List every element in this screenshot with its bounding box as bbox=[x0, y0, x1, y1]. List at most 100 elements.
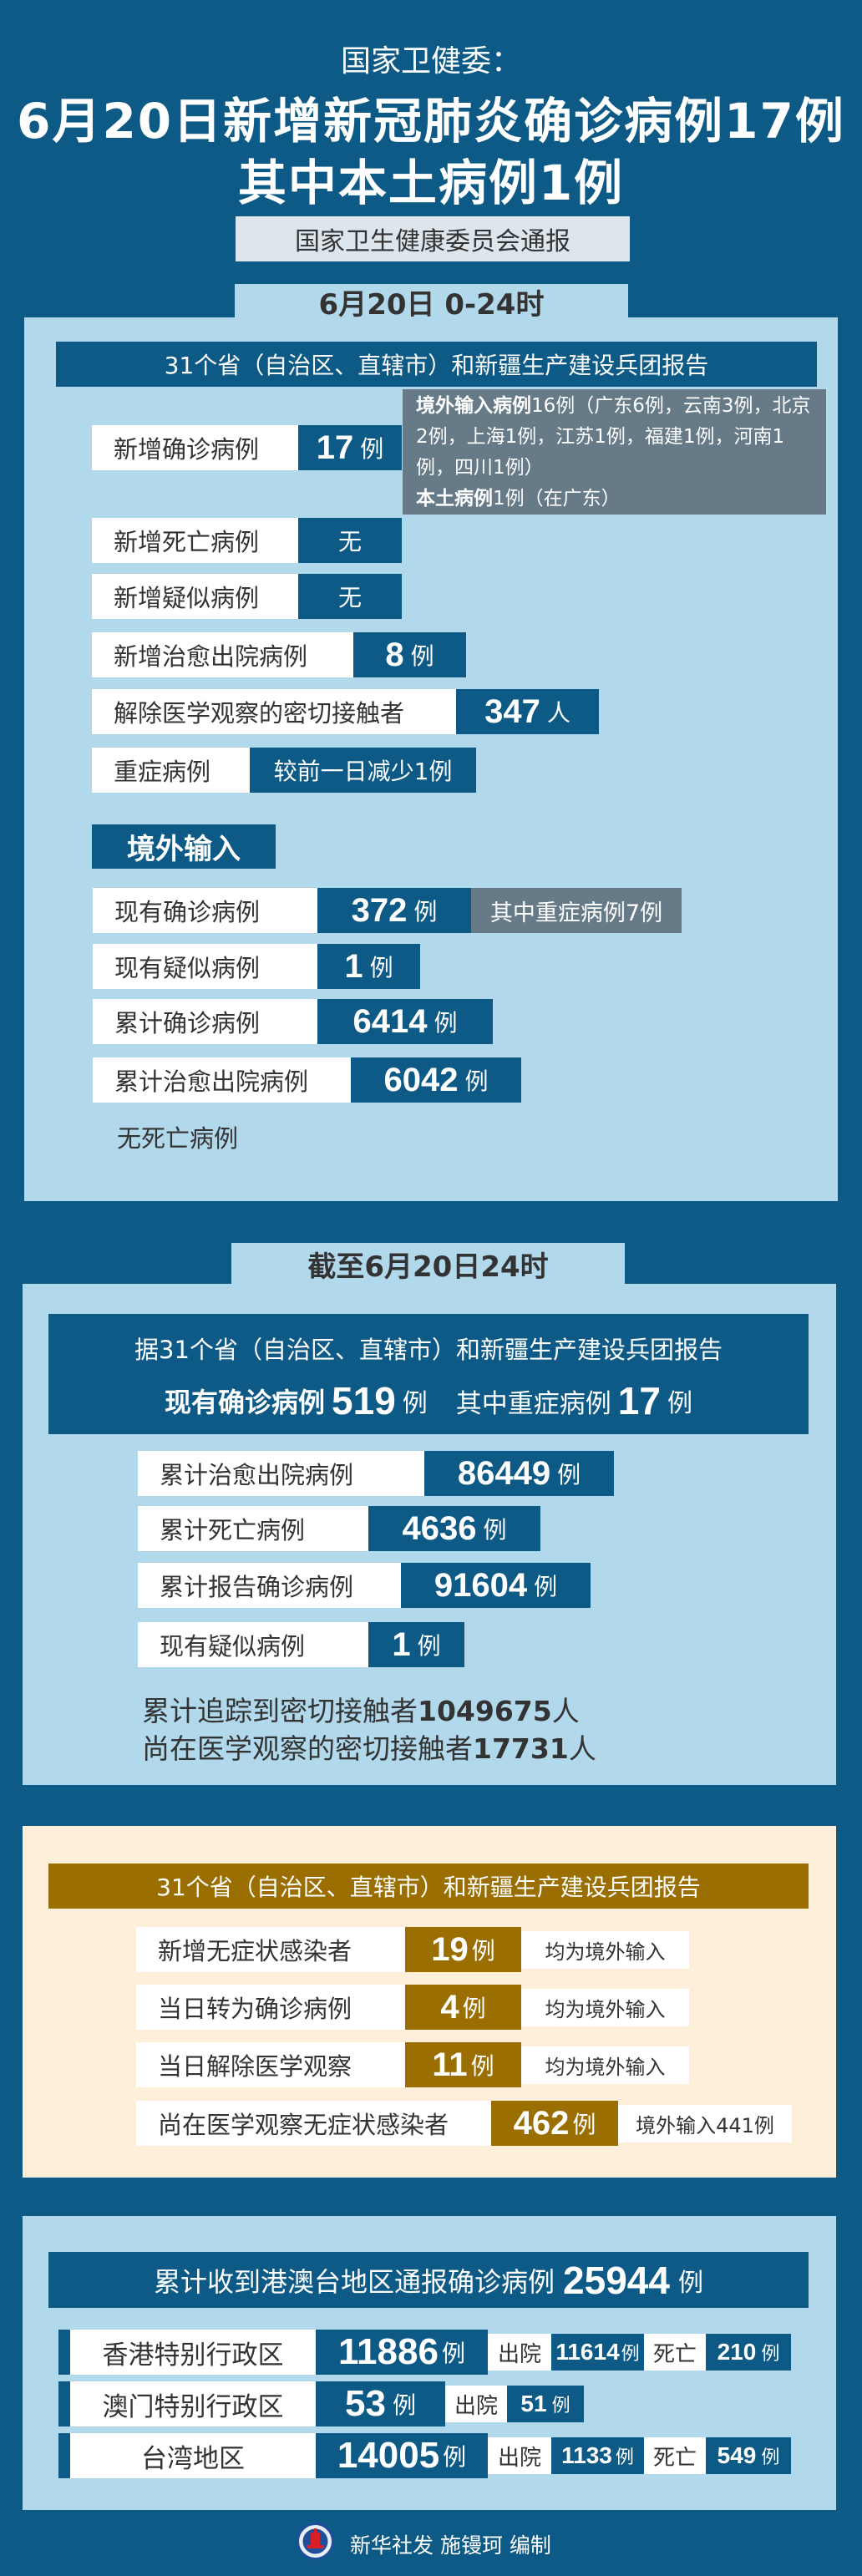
stat-value: 1 bbox=[392, 1625, 411, 1663]
stat-label: 累计治愈出院病例 bbox=[138, 1451, 424, 1496]
stat-label: 累计报告确诊病例 bbox=[138, 1563, 401, 1608]
stat-label: 现有确诊病例 bbox=[93, 888, 317, 933]
stat-label: 新增无症状感染者 bbox=[136, 1927, 405, 1972]
observed-unit: 人 bbox=[568, 1732, 596, 1765]
stat-value: 1 bbox=[344, 947, 363, 985]
stat-row-new-confirmed: 新增确诊病例 17 例 bbox=[92, 425, 402, 470]
stat-label: 解除医学观察的密切接触者 bbox=[92, 689, 456, 734]
discharged-label: 出院 bbox=[488, 2334, 551, 2371]
deaths-unit: 例 bbox=[761, 2344, 780, 2365]
section2-tab: 截至6月20日24时 bbox=[231, 1243, 625, 1285]
stat-value: 17 bbox=[316, 428, 354, 466]
imported-row-recovered: 累计治愈出院病例 6042 例 bbox=[93, 1057, 521, 1103]
region-row-taiwan: 台湾地区 14005 例 出院 1133 例 死亡 549 例 bbox=[58, 2433, 791, 2478]
region-name: 香港特别行政区 bbox=[70, 2330, 316, 2375]
stat-unit: 例 bbox=[410, 642, 434, 670]
stat-note: 均为境外输入 bbox=[521, 1931, 689, 1969]
stat-value: 无 bbox=[298, 518, 402, 563]
stat-row-severe: 重症病例 较前一日减少1例 bbox=[92, 748, 476, 793]
section2-header: 据31个省（自治区、直辖市）和新疆生产建设兵团报告 现有确诊病例 519 例 其… bbox=[48, 1314, 809, 1434]
stat-unit: 例 bbox=[483, 1516, 507, 1544]
discharged-value: 11614 bbox=[555, 2339, 620, 2365]
deaths-label: 死亡 bbox=[644, 2334, 706, 2371]
region-value: 11886 bbox=[338, 2331, 439, 2372]
imported-label: 境外输入病例 bbox=[416, 395, 531, 417]
region-unit: 例 bbox=[392, 2391, 416, 2419]
stat-unit: 例 bbox=[434, 1009, 458, 1037]
traced-contacts-text: 累计追踪到密切接触者1049675人 bbox=[142, 1689, 580, 1729]
stat-label: 累计死亡病例 bbox=[138, 1506, 368, 1551]
stat-unit: 例 bbox=[360, 435, 384, 463]
imported-heading: 境外输入 bbox=[92, 824, 276, 869]
stat-value: 较前一日减少1例 bbox=[250, 748, 476, 793]
discharged-unit: 例 bbox=[551, 2396, 570, 2416]
stat-value: 4636 bbox=[402, 1509, 477, 1547]
deaths-value: 210 bbox=[717, 2339, 757, 2365]
discharged-label: 出院 bbox=[488, 2437, 551, 2474]
region-value: 53 bbox=[345, 2383, 386, 2424]
stat-label: 当日转为确诊病例 bbox=[136, 1985, 405, 2030]
stat-note: 境外输入441例 bbox=[618, 2105, 792, 2142]
observed-value: 17731 bbox=[473, 1732, 569, 1765]
xinhua-logo-icon bbox=[297, 2523, 334, 2560]
region-row-macao: 澳门特别行政区 53 例 出院 51 例 bbox=[58, 2381, 584, 2426]
stat-value: 19 bbox=[431, 1930, 469, 1968]
stat-label: 新增确诊病例 bbox=[92, 425, 298, 470]
new-cases-breakdown-note: 境外输入病例16例（广东6例，云南3例，北京2例，上海1例，江苏1例，福建1例，… bbox=[403, 389, 826, 515]
region-name: 台湾地区 bbox=[70, 2433, 316, 2478]
discharged-label: 出院 bbox=[445, 2386, 507, 2422]
section2-header-line1: 据31个省（自治区、直辖市）和新疆生产建设兵团报告 bbox=[134, 1336, 723, 1364]
cumulative-row-confirmed: 累计报告确诊病例 91604 例 bbox=[138, 1563, 591, 1608]
observed-contacts-text: 尚在医学观察的密切接触者17731人 bbox=[142, 1727, 596, 1767]
stat-unit: 例 bbox=[557, 1461, 581, 1488]
stat-label: 现有疑似病例 bbox=[93, 944, 317, 989]
page-title-line1: 6月20日新增新冠肺炎确诊病例17例 bbox=[17, 93, 845, 150]
imported-row-current: 现有确诊病例 372 例 其中重症病例7例 bbox=[93, 888, 682, 933]
stat-unit: 例 bbox=[464, 1067, 489, 1095]
stat-value: 91604 bbox=[434, 1566, 528, 1604]
stat-note: 均为境外输入 bbox=[521, 1989, 689, 2026]
stat-row-new-suspected: 新增疑似病例 无 bbox=[92, 574, 402, 619]
stat-label: 当日解除医学观察 bbox=[136, 2042, 405, 2087]
hmt-header-unit: 例 bbox=[677, 2268, 703, 2298]
asymptomatic-header: 31个省（自治区、直辖市）和新疆生产建设兵团报告 bbox=[48, 1864, 809, 1909]
stat-unit: 例 bbox=[572, 2111, 596, 2138]
footer-credit: 新华社发 施镘珂 编制 bbox=[350, 2533, 551, 2558]
stat-label: 现有疑似病例 bbox=[138, 1622, 368, 1667]
discharged-unit: 例 bbox=[621, 2344, 640, 2365]
stat-value: 4 bbox=[440, 1988, 459, 2026]
stat-label: 累计治愈出院病例 bbox=[93, 1057, 351, 1103]
stat-unit: 例 bbox=[369, 954, 393, 981]
current-value: 519 bbox=[332, 1379, 396, 1422]
region-value: 14005 bbox=[337, 2435, 440, 2476]
imported-text: 16例（广东6例，云南3例，北京2例，上海1例，江苏1例，福建1例，河南1例，四… bbox=[416, 395, 811, 479]
stat-value: 347 bbox=[484, 692, 540, 730]
asymptomatic-row-under-observation: 尚在医学观察无症状感染者 462 例 境外输入441例 bbox=[136, 2101, 792, 2146]
region-row-hong-kong: 香港特别行政区 11886 例 出院 11614 例 死亡 210 例 bbox=[58, 2330, 791, 2375]
hmt-header-label: 累计收到港澳台地区通报确诊病例 bbox=[154, 2265, 555, 2298]
region-unit: 例 bbox=[441, 2340, 465, 2367]
stat-row-released-contacts: 解除医学观察的密切接触者 347 人 bbox=[92, 689, 599, 734]
section2-current-summary: 现有确诊病例 519 例 其中重症病例 17 例 bbox=[48, 1377, 809, 1424]
discharged-value: 1133 bbox=[561, 2442, 612, 2468]
stat-unit: 例 bbox=[534, 1573, 558, 1600]
hmt-header-value: 25944 bbox=[563, 2258, 670, 2302]
stat-unit: 例 bbox=[470, 2052, 494, 2080]
stat-value: 86449 bbox=[457, 1454, 551, 1492]
stat-value: 6042 bbox=[383, 1061, 459, 1098]
stat-unit: 人 bbox=[546, 699, 570, 727]
section1-tab: 6月20日 0-24时 bbox=[235, 284, 628, 322]
stat-value: 8 bbox=[385, 636, 404, 673]
stat-note: 均为境外输入 bbox=[521, 2046, 689, 2084]
stat-label: 尚在医学观察无症状感染者 bbox=[136, 2101, 491, 2146]
stat-label: 新增治愈出院病例 bbox=[92, 632, 353, 677]
page-title-line2: 其中本土病例1例 bbox=[237, 155, 625, 211]
discharged-unit: 例 bbox=[615, 2447, 634, 2468]
observed-label: 尚在医学观察的密切接触者 bbox=[142, 1732, 473, 1765]
cumulative-row-deaths: 累计死亡病例 4636 例 bbox=[138, 1506, 540, 1551]
stat-label: 新增死亡病例 bbox=[92, 518, 298, 563]
subtitle: 国家卫健委： bbox=[340, 44, 521, 79]
